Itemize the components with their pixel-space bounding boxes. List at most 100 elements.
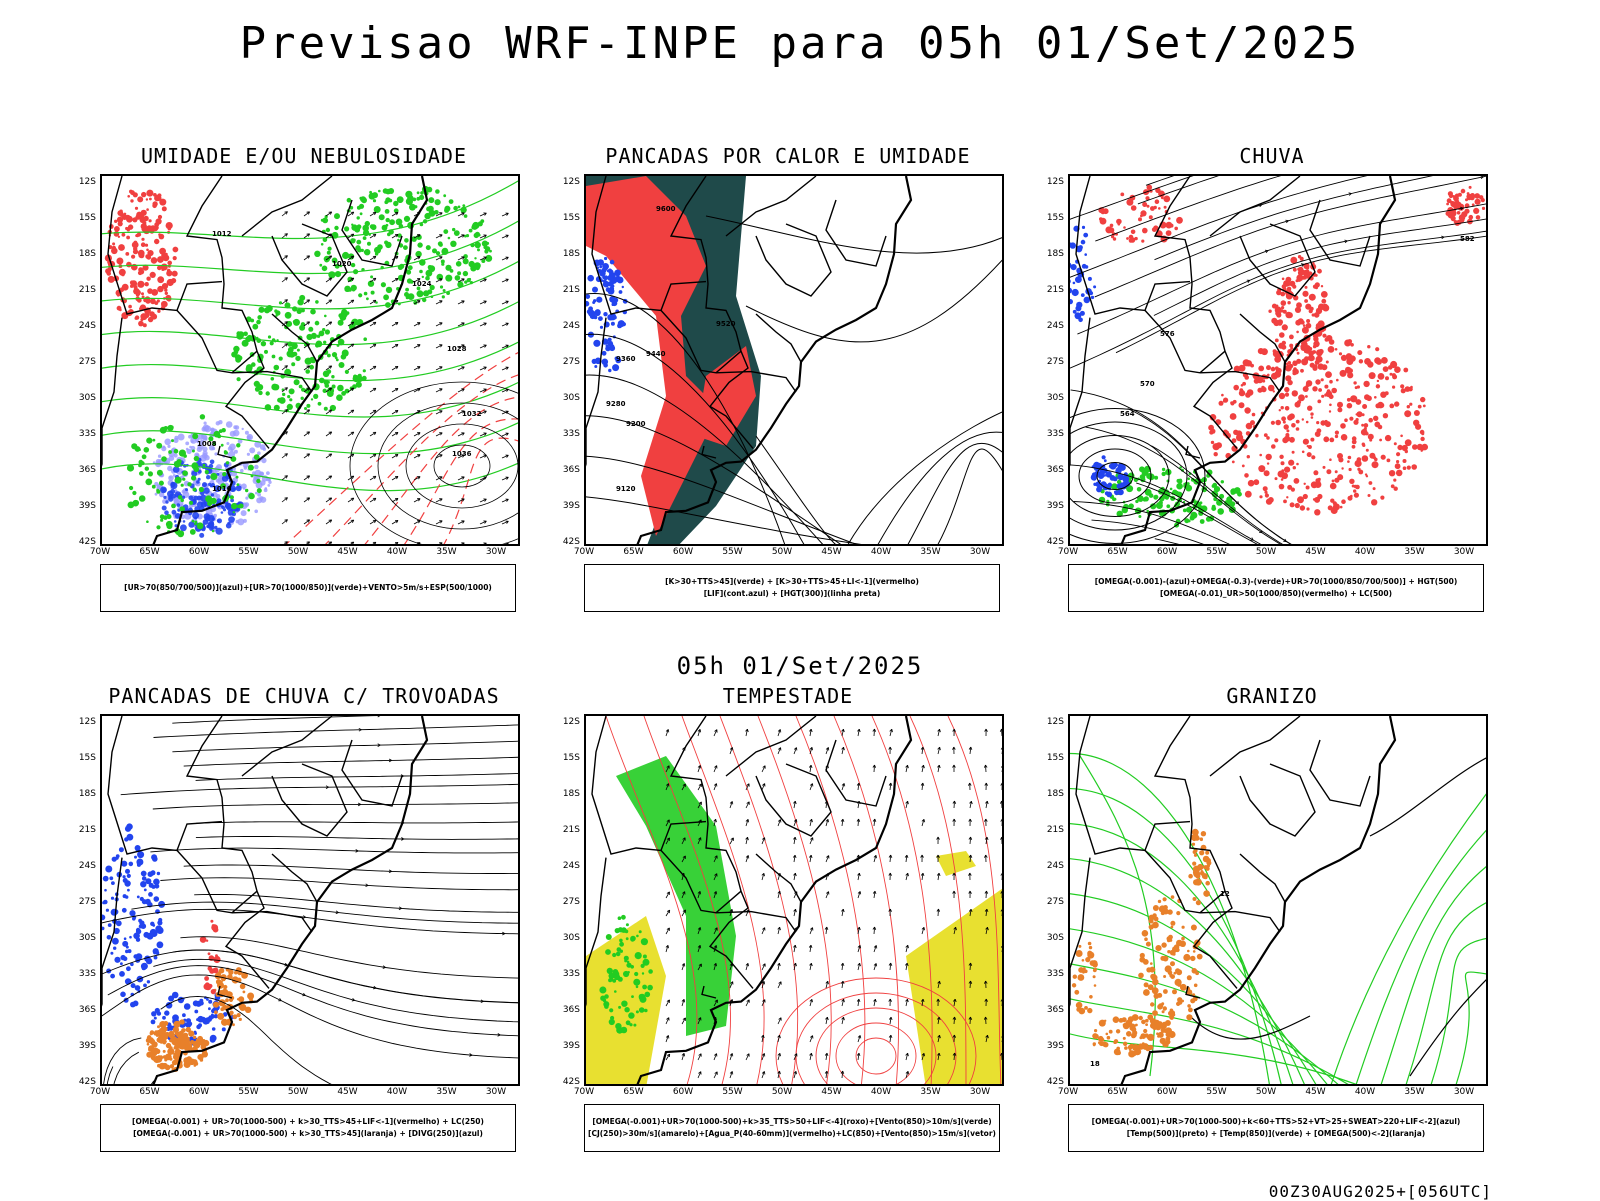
lon-tick-label: 30W bbox=[1454, 547, 1474, 557]
main-title: Previsao WRF-INPE para 05h 01/Set/2025 bbox=[0, 18, 1600, 69]
lat-tick-label: 18S bbox=[563, 249, 580, 259]
lon-tick-label: 65W bbox=[623, 547, 643, 557]
svg-text:9120: 9120 bbox=[616, 485, 636, 493]
lat-tick-label: 27S bbox=[79, 897, 96, 907]
lat-tick-label: 39S bbox=[563, 501, 580, 511]
lon-tick-label: 55W bbox=[722, 1087, 742, 1097]
lat-tick-label: 39S bbox=[79, 501, 96, 511]
lon-tick-label: 65W bbox=[139, 547, 159, 557]
lat-tick-label: 42S bbox=[1047, 537, 1064, 547]
lat-tick-label: 42S bbox=[563, 537, 580, 547]
lat-tick-label: 39S bbox=[563, 1041, 580, 1051]
lon-tick-label: 45W bbox=[337, 547, 357, 557]
lon-tick-label: 55W bbox=[1206, 547, 1226, 557]
svg-text:1024: 1024 bbox=[412, 280, 432, 288]
lat-tick-label: 21S bbox=[563, 285, 580, 295]
lat-tick-label: 30S bbox=[563, 933, 580, 943]
lon-tick-label: 65W bbox=[623, 1087, 643, 1097]
lon-tick-label: 50W bbox=[772, 547, 792, 557]
lon-tick-label: 65W bbox=[1107, 1087, 1127, 1097]
lon-tick-label: 70W bbox=[1058, 547, 1078, 557]
lon-tick-label: 30W bbox=[486, 547, 506, 557]
lat-tick-label: 36S bbox=[79, 465, 96, 475]
map-area bbox=[100, 714, 520, 1086]
lat-tick-label: 24S bbox=[1047, 321, 1064, 331]
map-area: 582576570564588 bbox=[1068, 174, 1488, 546]
legend-box: [OMEGA(-0.001) + UR>70(1000-500) + k>30_… bbox=[100, 1104, 516, 1152]
lat-tick-label: 33S bbox=[563, 969, 580, 979]
lon-tick-label: 45W bbox=[821, 547, 841, 557]
lon-tick-label: 45W bbox=[1305, 1087, 1325, 1097]
lat-tick-label: 24S bbox=[1047, 861, 1064, 871]
lon-tick-label: 50W bbox=[288, 1087, 308, 1097]
legend-box: [OMEGA(-0.001)+UR>70(1000-500)+k>35_TTS>… bbox=[584, 1104, 1000, 1152]
lon-tick-label: 55W bbox=[722, 547, 742, 557]
panel-title: TEMPESTADE bbox=[548, 684, 1028, 708]
lon-tick-label: 55W bbox=[238, 547, 258, 557]
legend-line: [OMEGA(-0.001) + UR>70(1000-500) + k>30_… bbox=[132, 1116, 484, 1128]
lat-tick-label: 27S bbox=[79, 357, 96, 367]
lat-tick-label: 18S bbox=[1047, 249, 1064, 259]
lat-tick-label: 33S bbox=[79, 969, 96, 979]
svg-text:1032: 1032 bbox=[462, 410, 482, 418]
lon-tick-label: 40W bbox=[387, 1087, 407, 1097]
legend-line: [OMEGA(-0.001) + UR>70(1000-500) + k>30_… bbox=[133, 1128, 483, 1140]
svg-text:564: 564 bbox=[1120, 410, 1135, 418]
lon-tick-label: 60W bbox=[189, 547, 209, 557]
lat-tick-label: 24S bbox=[563, 861, 580, 871]
legend-line: [UR>70(850/700/500)](azul)+[UR>70(1000/8… bbox=[124, 582, 492, 594]
lon-tick-label: 60W bbox=[673, 1087, 693, 1097]
lat-tick-label: 33S bbox=[563, 429, 580, 439]
lon-tick-label: 70W bbox=[90, 1087, 110, 1097]
lon-tick-label: 70W bbox=[574, 1087, 594, 1097]
svg-text:570: 570 bbox=[1140, 380, 1155, 388]
lon-tick-label: 35W bbox=[436, 547, 456, 557]
lat-tick-label: 12S bbox=[563, 177, 580, 187]
lon-tick-label: 70W bbox=[574, 547, 594, 557]
lat-tick-label: 33S bbox=[79, 429, 96, 439]
map-graphic bbox=[586, 716, 1004, 1086]
lat-tick-label: 12S bbox=[79, 177, 96, 187]
svg-text:18: 18 bbox=[1090, 1060, 1100, 1068]
svg-text:9440: 9440 bbox=[646, 350, 666, 358]
lat-tick-label: 21S bbox=[1047, 825, 1064, 835]
legend-line: [Temp(500)](preto) + [Temp(850)](verde) … bbox=[1127, 1128, 1425, 1140]
panel-title: GRANIZO bbox=[1032, 684, 1512, 708]
panel-title: UMIDADE E/OU NEBULOSIDADE bbox=[64, 144, 544, 168]
lat-tick-label: 27S bbox=[563, 897, 580, 907]
lat-tick-label: 15S bbox=[1047, 753, 1064, 763]
lat-tick-label: 21S bbox=[1047, 285, 1064, 295]
lon-tick-label: 65W bbox=[139, 1087, 159, 1097]
lat-tick-label: 33S bbox=[1047, 429, 1064, 439]
lon-tick-label: 55W bbox=[1206, 1087, 1226, 1097]
lat-tick-label: 15S bbox=[79, 753, 96, 763]
lon-tick-label: 35W bbox=[920, 1087, 940, 1097]
lat-tick-label: 12S bbox=[1047, 177, 1064, 187]
svg-text:576: 576 bbox=[1160, 330, 1175, 338]
legend-box: [OMEGA(-0.001)+UR>70(1000-500)+k<60+TTS>… bbox=[1068, 1104, 1484, 1152]
model-run-label: 00Z30AUG2025+[056UTC] bbox=[1269, 1182, 1492, 1201]
lat-tick-label: 42S bbox=[563, 1077, 580, 1087]
lon-tick-label: 30W bbox=[970, 1087, 990, 1097]
lat-tick-label: 15S bbox=[1047, 213, 1064, 223]
lon-tick-label: 65W bbox=[1107, 547, 1127, 557]
forecast-time-title: 05h 01/Set/2025 bbox=[0, 652, 1600, 680]
lon-tick-label: 60W bbox=[189, 1087, 209, 1097]
lon-tick-label: 40W bbox=[1355, 1087, 1375, 1097]
lon-tick-label: 45W bbox=[821, 1087, 841, 1097]
